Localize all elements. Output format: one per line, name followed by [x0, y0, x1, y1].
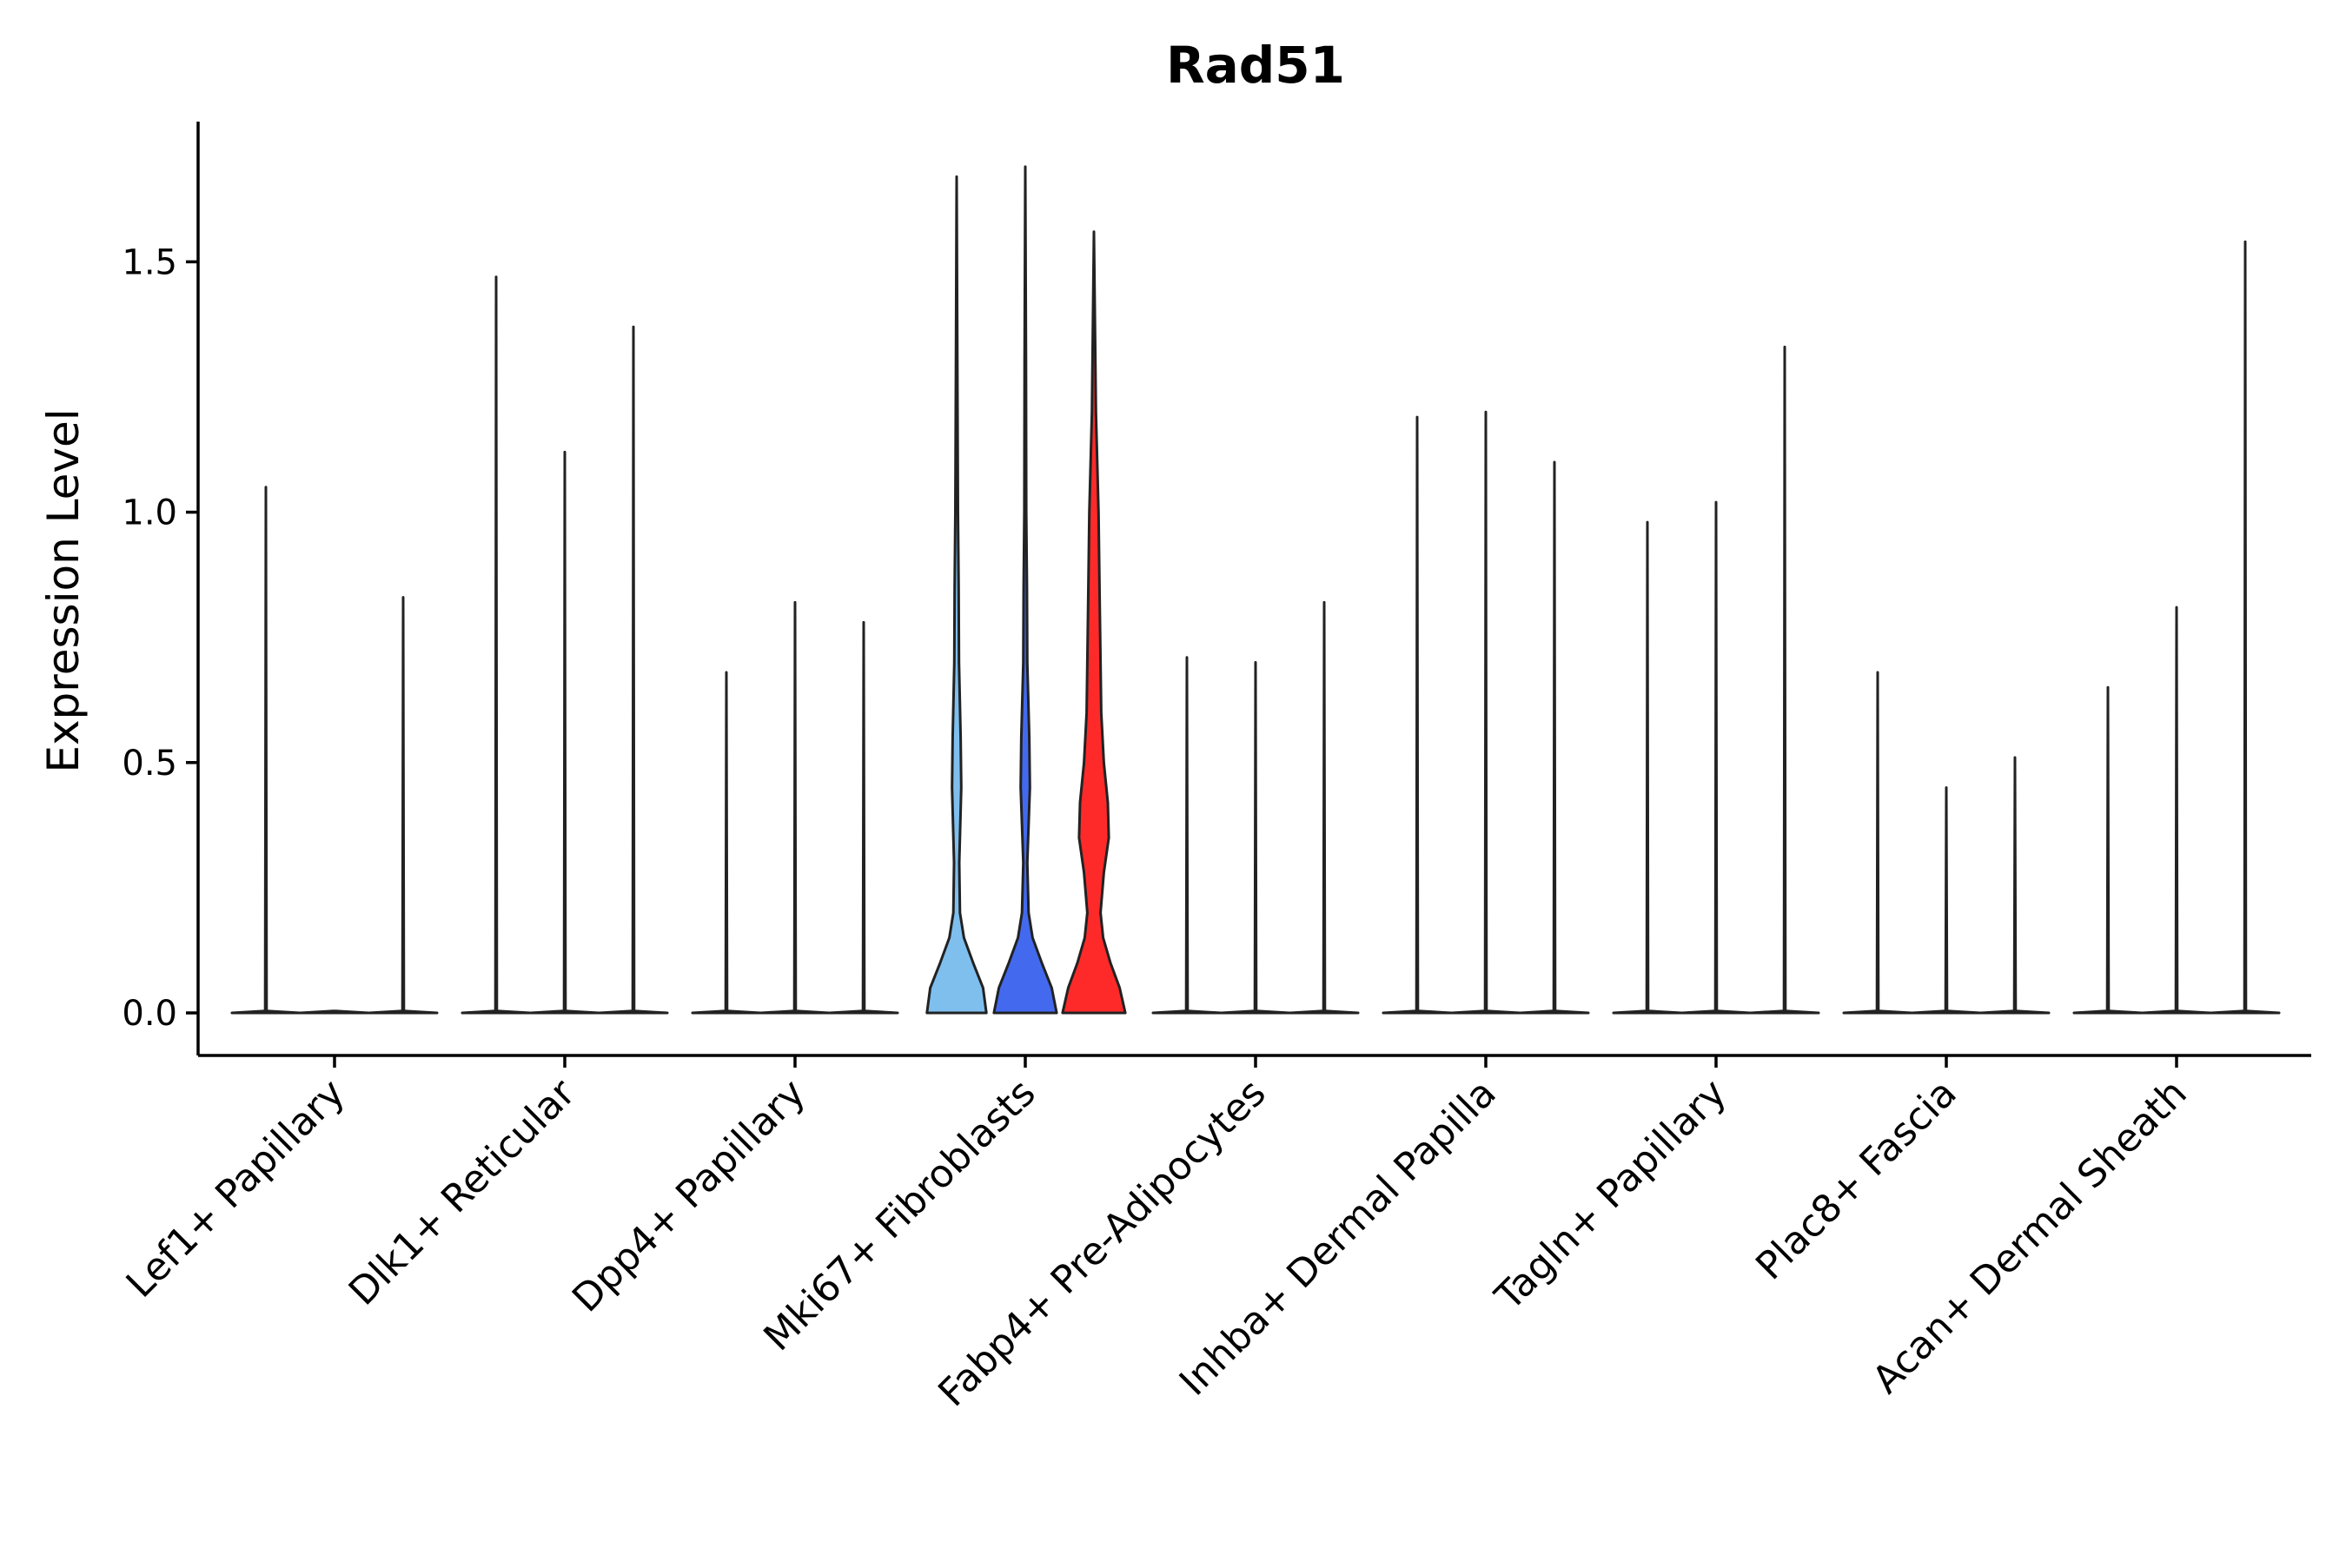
violin-0-2: [368, 596, 439, 1015]
chart-title: Rad51: [1166, 36, 1345, 95]
violin-5-0: [1382, 415, 1453, 1015]
violin-4-1: [1220, 661, 1291, 1015]
y-tick-label: 0.5: [122, 744, 177, 784]
violin-6-0: [1612, 520, 1683, 1015]
violin-1-2: [598, 325, 669, 1015]
y-tick-label: 1.0: [122, 493, 177, 533]
violin-5-1: [1450, 410, 1521, 1015]
violin-3-1: [992, 165, 1058, 1015]
x-tick-label: Dlk1+ Reticular: [341, 1070, 585, 1314]
violin-2-0: [691, 671, 762, 1015]
y-axis-label: Expression Level: [38, 408, 89, 772]
violin-4-2: [1289, 600, 1360, 1015]
violin-4-0: [1151, 656, 1223, 1015]
violin-7-1: [1911, 786, 1982, 1015]
violin-2-2: [828, 620, 899, 1015]
violin-1-1: [529, 450, 600, 1015]
violin-7-0: [1842, 671, 1913, 1015]
violin-8-0: [2072, 685, 2144, 1015]
violin-0-1: [299, 1009, 370, 1015]
x-tick-label: Lef1+ Papillary: [118, 1071, 354, 1307]
violin-8-1: [2141, 605, 2212, 1015]
violin-0-0: [230, 486, 302, 1015]
violin-3-2: [1061, 230, 1127, 1015]
y-tick-label: 1.5: [122, 242, 177, 282]
violin-2-1: [759, 600, 831, 1015]
y-tick-label: 0.0: [122, 994, 177, 1034]
violin-5-2: [1519, 460, 1590, 1015]
violins-group: [230, 165, 2281, 1015]
x-tick-label: Dpp4+ Papillary: [564, 1071, 814, 1321]
violin-6-1: [1680, 500, 1752, 1015]
violin-1-0: [461, 275, 532, 1015]
violin-7-2: [1979, 756, 2051, 1015]
violin-8-2: [2210, 240, 2281, 1015]
x-tick-label: Plac8+ Fascia: [1747, 1071, 1965, 1289]
violin-3-0: [925, 175, 988, 1015]
violin-6-2: [1749, 345, 1820, 1015]
x-tick-label: Tagln+ Papillary: [1487, 1071, 1735, 1320]
